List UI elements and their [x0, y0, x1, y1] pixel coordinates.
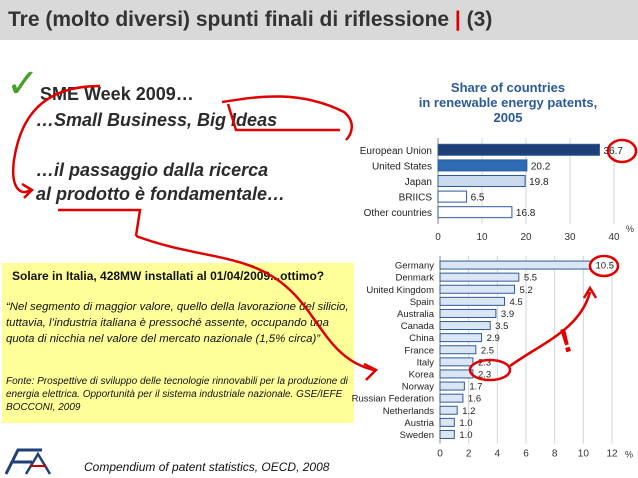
chart2-bar	[439, 393, 464, 403]
chart1-value-label: 20.2	[531, 161, 551, 172]
chart1-bar	[437, 175, 526, 187]
chart2-category-label: Netherlands	[383, 406, 434, 417]
chart1-title-line: in renewable energy patents,	[419, 95, 597, 110]
chart2-bar	[439, 333, 483, 343]
chart2-tick-label: 2	[466, 449, 472, 460]
chart2-value-label: 1.6	[468, 394, 481, 405]
chart2-category-label: United Kingdom	[366, 285, 434, 296]
chart2-bar	[439, 296, 505, 306]
chart2-value-label: 2.9	[487, 333, 500, 344]
chart2-value-label: 5.2	[520, 285, 533, 296]
chart2-category-label: Germany	[395, 261, 434, 272]
chart1-tick-label: 40	[608, 232, 620, 243]
chart1-category-label: European Union	[360, 146, 432, 157]
chart2-bar	[439, 284, 516, 294]
chart2-bar	[439, 260, 591, 270]
chart1-tick-label: 10	[476, 232, 488, 243]
chart1-tick-label: 30	[564, 232, 576, 243]
chart1-category-label: BRIICS	[399, 193, 433, 204]
chart2-bar	[439, 321, 491, 331]
chart2-bar	[439, 429, 455, 439]
source-footer: Compendium of patent statistics, OECD, 2…	[84, 460, 330, 474]
chart1-value-label: 36.7	[603, 146, 623, 157]
chart1-category-label: Other countries	[364, 208, 432, 219]
chart1-bar	[437, 190, 468, 203]
chart2-bar	[439, 417, 455, 427]
chart2-value-label: 5.5	[524, 273, 537, 284]
chart1-unit-label: %	[626, 224, 634, 234]
chart2-value-label: 2.3	[478, 357, 491, 368]
chart2-value-label: 1.0	[459, 418, 472, 429]
chart2-category-label: Norway	[402, 382, 434, 393]
chart1-title-line: Share of countries	[451, 80, 565, 95]
chart2-category-label: Spain	[410, 297, 434, 308]
chart2-category-label: China	[409, 333, 435, 344]
logo	[4, 448, 52, 475]
title-separator: |	[454, 8, 461, 31]
title-number: (3)	[466, 8, 493, 31]
chart2-bar	[439, 381, 465, 391]
chart2-category-label: Sweden	[400, 430, 434, 441]
chart2-value-label: 10.5	[596, 261, 615, 272]
chart2-category-label: Canada	[401, 321, 435, 332]
chart1-bar	[437, 206, 513, 219]
chart2-value-label: 2.3	[478, 369, 491, 380]
chart1-category-label: United States	[372, 161, 432, 172]
chart1-value-label: 16.8	[516, 208, 536, 219]
chart2-tick-label: 12	[606, 449, 618, 460]
chart1-bar	[437, 143, 600, 156]
title-bar: Tre (molto diversi) spunti finali di rif…	[0, 0, 638, 40]
chart2-value-label: 1.0	[459, 430, 472, 441]
chart2-bar	[439, 369, 474, 379]
chart2-tick-label: 8	[552, 449, 558, 460]
chart2-tick-label: 6	[523, 449, 529, 460]
chart2-bar	[439, 308, 497, 318]
chart2-tick-label: 0	[437, 449, 443, 460]
chart1-value-label: 19.8	[529, 177, 549, 188]
chart1-tick-label: 0	[435, 232, 441, 243]
chart2-bar	[439, 357, 474, 367]
page-title: Tre (molto diversi) spunti finali di rif…	[8, 8, 492, 32]
chart2-bar	[439, 345, 477, 355]
chart2-tick-label: 10	[578, 449, 590, 460]
chart2-value-label: 3.9	[501, 309, 514, 320]
chart1-value-label: 6.5	[471, 193, 485, 204]
title-main: Tre (molto diversi) spunti finali di rif…	[8, 8, 450, 31]
chart1-title-line: 2005	[494, 110, 523, 125]
chart2-category-label: Korea	[409, 369, 435, 380]
chart2-value-label: 1.7	[469, 382, 482, 393]
chart2-category-label: France	[404, 345, 434, 356]
chart2-category-label: Australia	[397, 309, 435, 320]
chart1-category-label: Japan	[405, 177, 432, 188]
chart2-category-label: Austria	[404, 418, 434, 429]
chart2-unit-label: %	[625, 450, 633, 460]
chart2-value-label: 4.5	[510, 297, 523, 308]
chart1-bar	[437, 159, 528, 172]
chart2-bar	[439, 272, 520, 282]
chart2-category-label: Russian Federation	[352, 394, 434, 405]
chart2-value-label: 2.5	[481, 345, 494, 356]
chart2-category-label: Italy	[417, 357, 435, 368]
chart2-category-label: Denmark	[395, 273, 434, 284]
chart2-bar	[439, 405, 458, 415]
chart2-value-label: 1.2	[462, 406, 475, 417]
chart2-value-label: 3.5	[495, 321, 508, 332]
chart1-tick-label: 20	[520, 232, 532, 243]
chart2-tick-label: 4	[495, 449, 501, 460]
callout-source: Fonte: Prospettive di sviluppo delle tec…	[6, 376, 348, 413]
